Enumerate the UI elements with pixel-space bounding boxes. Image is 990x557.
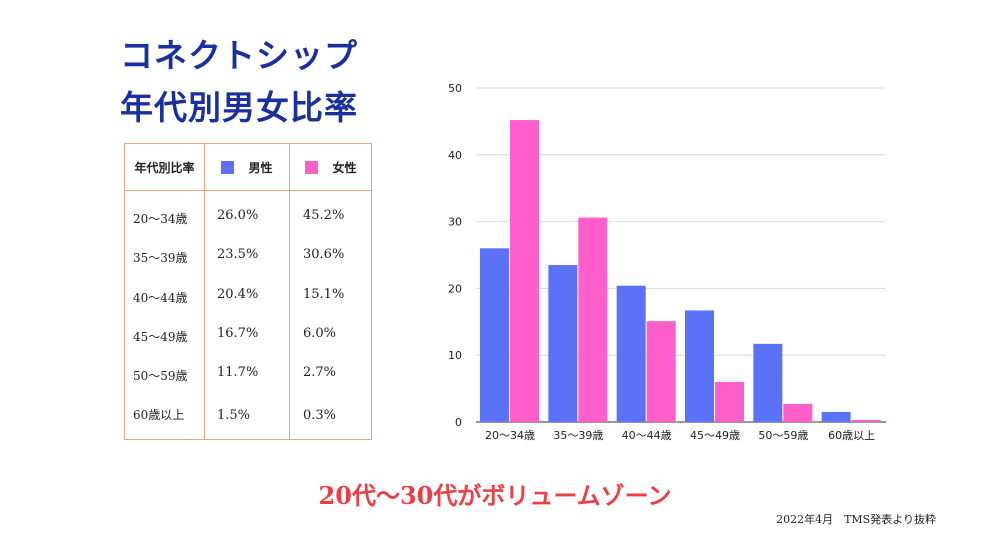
bar-male bbox=[616, 285, 646, 422]
y-tick-label: 20 bbox=[448, 282, 462, 295]
x-tick-label: 40〜44歳 bbox=[622, 429, 672, 442]
table-cell-female: 15.1% bbox=[303, 287, 345, 302]
x-tick-label: 60歳以上 bbox=[828, 429, 875, 442]
bar-male bbox=[548, 265, 578, 422]
table-header-divider bbox=[125, 190, 371, 191]
y-tick-label: 50 bbox=[448, 82, 462, 95]
male-label: 男性 bbox=[248, 160, 273, 175]
table-cell-age: 20〜34歳 bbox=[133, 212, 188, 226]
table-cell-female: 2.7% bbox=[303, 365, 337, 380]
table-header-female: 女性 bbox=[290, 144, 372, 190]
bar-female bbox=[851, 419, 881, 422]
table-header-male: 男性 bbox=[205, 144, 289, 190]
table-cell-age: 50〜59歳 bbox=[133, 369, 188, 383]
male-swatch bbox=[221, 160, 235, 174]
x-tick-label: 20〜34歳 bbox=[485, 429, 535, 442]
table-divider bbox=[204, 144, 205, 439]
tagline: 20代〜30代がボリュームゾーン bbox=[318, 481, 672, 510]
bar-female bbox=[646, 321, 676, 422]
table-cell-age: 40〜44歳 bbox=[133, 291, 188, 305]
x-tick-label: 50〜59歳 bbox=[758, 429, 808, 442]
table-cell-age: 60歳以上 bbox=[133, 408, 185, 422]
female-swatch bbox=[305, 160, 319, 174]
table-cell-age: 35〜39歳 bbox=[133, 251, 188, 265]
table-cell-male: 23.5% bbox=[217, 247, 259, 262]
bar-female bbox=[783, 403, 813, 422]
bar-male bbox=[821, 411, 851, 422]
female-label: 女性 bbox=[332, 160, 357, 175]
table-cell-male: 20.4% bbox=[217, 287, 259, 302]
source-note: 2022年4月 TMS発表より抜粋 bbox=[776, 513, 936, 526]
x-tick-label: 45〜49歳 bbox=[690, 429, 740, 442]
ratio-table: 年代別比率 男性 女性 20〜34歳 26.0% 45.2% 35〜39歳 23… bbox=[124, 143, 372, 440]
title-line-2: 年代別男女比率 bbox=[120, 88, 358, 127]
table-header-category: 年代別比率 bbox=[134, 160, 195, 175]
table-divider bbox=[289, 144, 290, 439]
table-cell-female: 30.6% bbox=[303, 247, 345, 262]
bar-female bbox=[510, 120, 539, 422]
bar-male bbox=[480, 248, 509, 422]
table-cell-female: 6.0% bbox=[303, 326, 337, 341]
table-cell-male: 16.7% bbox=[217, 326, 259, 341]
table-cell-age: 45〜49歳 bbox=[133, 330, 188, 344]
y-tick-label: 0 bbox=[455, 416, 462, 429]
table-cell-female: 0.3% bbox=[303, 408, 337, 423]
table-cell-female: 45.2% bbox=[303, 208, 345, 223]
y-tick-label: 30 bbox=[448, 216, 462, 229]
x-tick-label: 35〜39歳 bbox=[553, 429, 603, 442]
table-cell-male: 26.0% bbox=[217, 208, 259, 223]
bar-male bbox=[685, 310, 714, 422]
bar-female bbox=[715, 381, 744, 422]
bar-chart: 0 10 20 30 40 50 20〜34歳 35〜39歳 40〜44歳 45〜49歳 50〜59… bbox=[448, 82, 886, 442]
bar-female bbox=[578, 217, 608, 422]
y-tick-label: 40 bbox=[448, 149, 462, 162]
y-tick-label: 10 bbox=[448, 349, 462, 362]
bar-male bbox=[753, 343, 783, 422]
table-cell-male: 1.5% bbox=[217, 408, 251, 423]
title-line-1: コネクトシップ bbox=[120, 36, 358, 75]
page-title: コネクトシップ 年代別男女比率 bbox=[120, 30, 420, 134]
table-cell-male: 11.7% bbox=[217, 365, 259, 380]
